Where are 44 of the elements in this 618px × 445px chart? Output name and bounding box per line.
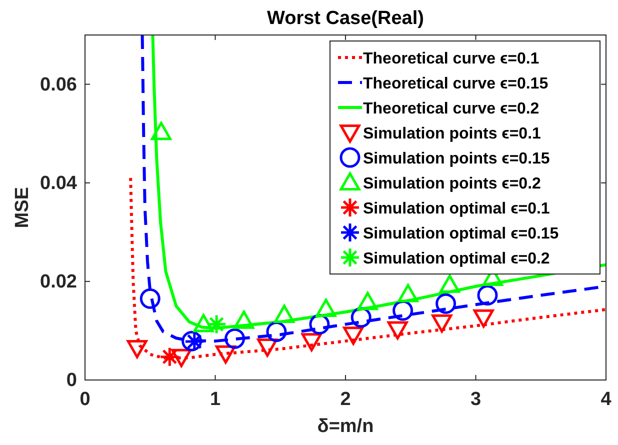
point bbox=[343, 326, 364, 345]
point bbox=[436, 293, 456, 314]
point bbox=[193, 314, 214, 332]
point bbox=[206, 314, 227, 335]
point bbox=[473, 309, 494, 328]
chart-title: Worst Case(Real) bbox=[267, 8, 424, 29]
x-tick-label: 2 bbox=[340, 389, 351, 410]
point bbox=[432, 314, 452, 333]
y-tick-label: 0.02 bbox=[40, 271, 77, 292]
legend-label: Simulation optimal ϵ=0.2 bbox=[363, 250, 550, 268]
point bbox=[392, 300, 414, 321]
point bbox=[234, 310, 254, 329]
x-tick-label: 0 bbox=[80, 389, 90, 410]
legend-label: Simulation optimal ϵ=0.1 bbox=[363, 200, 550, 218]
x-tick-label: 4 bbox=[600, 389, 612, 410]
point bbox=[398, 284, 418, 302]
legend-label: Simulation optimal ϵ=0.15 bbox=[363, 226, 559, 242]
legend-label: Simulation points ϵ=0.15 bbox=[363, 150, 550, 168]
x-tick-label: 3 bbox=[470, 389, 482, 410]
point bbox=[150, 122, 172, 140]
point bbox=[159, 346, 180, 368]
point bbox=[171, 348, 192, 368]
point bbox=[126, 340, 148, 358]
point bbox=[477, 284, 498, 306]
point bbox=[439, 274, 460, 293]
point bbox=[140, 288, 160, 309]
point bbox=[274, 304, 295, 323]
legend-label: Theoretical curve ϵ=0.1 bbox=[363, 50, 540, 68]
point bbox=[266, 321, 287, 342]
point bbox=[357, 292, 378, 310]
x-axis-title: δ=m/n bbox=[317, 416, 374, 437]
point bbox=[301, 333, 322, 352]
legend-label: Theoretical curve ϵ=0.2 bbox=[363, 100, 540, 118]
y-axis-title: MSE bbox=[12, 186, 33, 228]
point bbox=[316, 298, 336, 318]
y-tick-label: 0 bbox=[66, 370, 77, 391]
legend-label: Simulation points ϵ=0.1 bbox=[363, 126, 542, 142]
y-tick-label: 0.04 bbox=[40, 172, 78, 194]
legend-label: Theoretical curve ϵ=0.15 bbox=[363, 76, 548, 92]
y-tick-label: 0.06 bbox=[40, 74, 77, 96]
x-tick-label: 1 bbox=[210, 389, 221, 410]
point bbox=[387, 321, 408, 340]
point bbox=[224, 328, 246, 349]
legend-label: Simulation points ϵ=0.2 bbox=[363, 176, 542, 192]
